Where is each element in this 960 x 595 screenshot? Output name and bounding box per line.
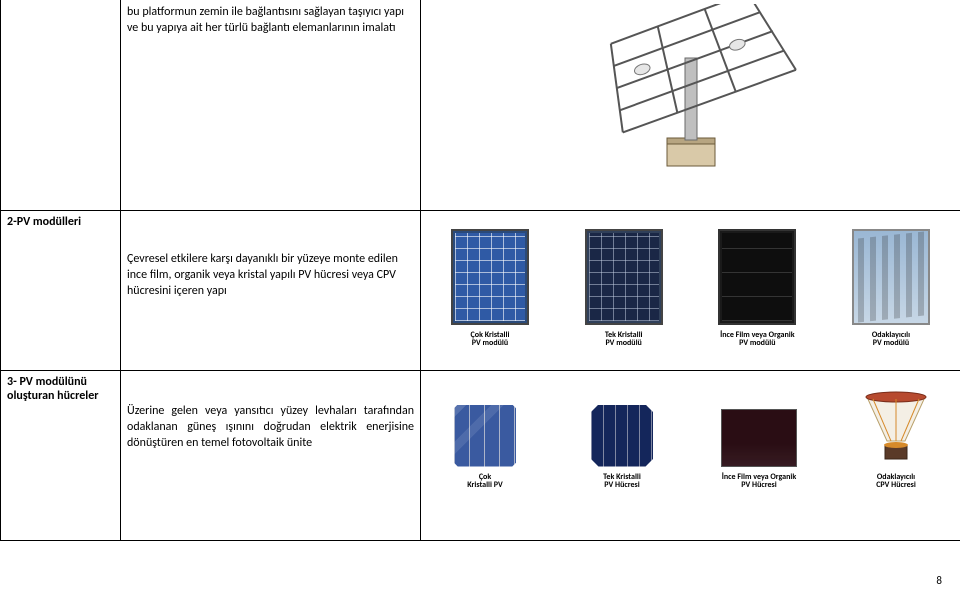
module-caption: İnce Film veya OrganikPV modülü: [720, 331, 794, 349]
cell-item-thin: İnce Film veya OrganikPV Hücresi: [709, 409, 809, 491]
row2-label: 2-PV modülleri: [7, 215, 81, 229]
modules-strip: Çok KristalliPV modülü Tek KristalliPV m…: [427, 215, 954, 353]
module-caption: Tek KristalliPV modülü: [605, 331, 643, 349]
row3-label-cell: 3- PV modülünü oluşturan hücreler: [1, 370, 121, 540]
mono-module-icon: [585, 229, 663, 325]
row1-desc: bu platformun zemin ile bağlantısını sağ…: [127, 4, 414, 36]
table-row: bu platformun zemin ile bağlantısını sağ…: [1, 0, 960, 210]
row2-label-cell: 2-PV modülleri: [1, 210, 121, 370]
row1-desc-cell: bu platformun zemin ile bağlantısını sağ…: [121, 0, 421, 210]
cells-strip: ÇokKristalli PV Tek KristalliPV Hücresi …: [427, 375, 954, 495]
page-number: 8: [936, 574, 942, 587]
cell-caption: İnce Film veya OrganikPV Hücresi: [722, 473, 796, 491]
row3-label: 3- PV modülünü oluşturan hücreler: [7, 375, 99, 403]
solar-tracker-icon: [571, 4, 811, 174]
table-row: 3- PV modülünü oluşturan hücreler Üzerin…: [1, 370, 960, 540]
cpv-module-icon: [852, 229, 930, 325]
cell-item-mono: Tek KristalliPV Hücresi: [572, 405, 672, 491]
cell-caption: OdaklayıcılıCPV Hücresi: [876, 473, 916, 491]
cell-item-cpv: OdaklayıcılıCPV Hücresi: [846, 387, 946, 491]
cell-item-multi: ÇokKristalli PV: [435, 405, 535, 491]
row2-desc: Çevresel etkilere karşı dayanıklı bir yü…: [127, 215, 414, 300]
row2-desc-cell: Çevresel etkilere karşı dayanıklı bir yü…: [121, 210, 421, 370]
row3-desc: Üzerine gelen veya yansıtıcı yüzey levha…: [127, 375, 414, 452]
module-item-mono: Tek KristalliPV modülü: [569, 229, 679, 349]
multi-cell-icon: [454, 405, 516, 467]
cell-caption: ÇokKristalli PV: [467, 473, 503, 491]
row3-image-cell: ÇokKristalli PV Tek KristalliPV Hücresi …: [421, 370, 960, 540]
row1-label-cell: [1, 0, 121, 210]
table-row: 2-PV modülleri Çevresel etkilere karşı d…: [1, 210, 960, 370]
row1-image-cell: [421, 0, 960, 210]
thin-cell-icon: [721, 409, 797, 467]
module-item-cpv: OdaklayıcılıPV modülü: [836, 229, 946, 349]
tracker-illustration: [427, 4, 954, 174]
cpv-cell-icon: [861, 387, 931, 467]
document-table: bu platformun zemin ile bağlantısını sağ…: [0, 0, 960, 541]
module-caption: Çok KristalliPV modülü: [471, 331, 510, 349]
module-caption: OdaklayıcılıPV modülü: [872, 331, 910, 349]
thinfilm-module-icon: [718, 229, 796, 325]
module-item-thinfilm: İnce Film veya OrganikPV modülü: [702, 229, 812, 349]
row3-desc-cell: Üzerine gelen veya yansıtıcı yüzey levha…: [121, 370, 421, 540]
module-item-poly: Çok KristalliPV modülü: [435, 229, 545, 349]
row2-image-cell: Çok KristalliPV modülü Tek KristalliPV m…: [421, 210, 960, 370]
cell-caption: Tek KristalliPV Hücresi: [603, 473, 641, 491]
mono-cell-icon: [591, 405, 653, 467]
poly-module-icon: [451, 229, 529, 325]
